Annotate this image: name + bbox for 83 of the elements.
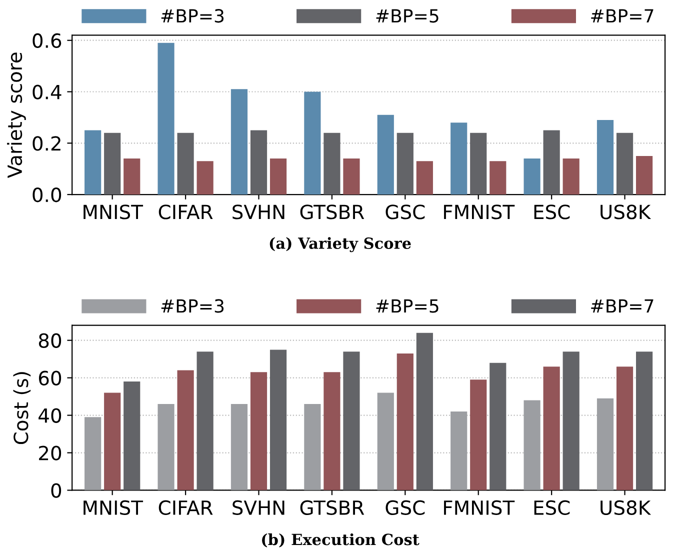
x-tick-label: FMNIST: [444, 500, 515, 516]
bar: [596, 120, 614, 195]
bar: [196, 161, 214, 195]
x-tick-label: GTSBR: [300, 204, 364, 220]
y-tick-label: 0.0: [32, 187, 62, 202]
y-tick-label: 80: [38, 333, 62, 348]
x-tick-label: ESC: [534, 204, 570, 220]
bar: [250, 372, 268, 490]
bar: [230, 404, 248, 490]
bar: [396, 353, 414, 490]
x-tick-label: GTSBR: [300, 500, 364, 516]
x-tick-label: FMNIST: [444, 204, 515, 220]
bar: [177, 370, 194, 490]
bar: [124, 158, 140, 195]
bar: [230, 89, 248, 195]
text: (b) Execution Cost: [262, 533, 420, 548]
y-axis-title: Variety score: [7, 52, 26, 178]
bar: [324, 372, 340, 490]
bar: [416, 332, 433, 490]
legend-label: #BP=5: [376, 299, 438, 313]
bar: [270, 158, 287, 195]
bar: [490, 161, 506, 195]
bar: [304, 404, 321, 490]
bar: [616, 132, 634, 195]
bar: [524, 158, 540, 195]
x-tick-label: MNIST: [84, 500, 144, 516]
bar: [343, 352, 360, 490]
x-tick-label: GSC: [386, 204, 425, 220]
bar: [524, 400, 540, 490]
bar: [377, 392, 394, 490]
y-tick-label: 60: [38, 370, 62, 386]
y-tick-label: 20: [39, 446, 62, 460]
legend-label: #BP=3: [161, 9, 224, 23]
bar: [377, 114, 394, 195]
bar: [543, 366, 560, 490]
x-tick-label: GSC: [386, 500, 425, 516]
x-tick-label: MNIST: [84, 204, 144, 220]
bar: [616, 366, 634, 490]
bar: [158, 42, 174, 195]
bar: [562, 352, 580, 490]
bar: [304, 92, 321, 195]
x-tick-label: CIFAR: [158, 204, 213, 220]
x-tick-label: SVHN: [232, 204, 284, 220]
bar: [124, 382, 140, 490]
x-tick-label: US8K: [600, 500, 652, 516]
bar: [562, 158, 580, 195]
bar: [470, 380, 487, 490]
y-tick-label: 40: [38, 408, 62, 423]
text: (a) Variety Score: [270, 237, 411, 252]
y-tick-label: 0.6: [32, 33, 62, 48]
bar: [343, 158, 360, 195]
bar: [416, 161, 433, 195]
bar: [177, 132, 194, 195]
bar: [250, 130, 268, 195]
legend-label: #BP=7: [591, 299, 654, 313]
legend-label: #BP=3: [161, 299, 224, 313]
bar: [84, 417, 102, 490]
bar: [543, 130, 560, 195]
legend-label: #BP=7: [591, 9, 654, 22]
y-tick-label: 0.4: [32, 84, 62, 100]
y-tick-label: 0: [51, 483, 62, 498]
x-tick-label: CIFAR: [158, 500, 213, 516]
x-tick-label: SVHN: [232, 500, 284, 516]
bar: [104, 392, 121, 490]
y-axis-title: Cost (s): [13, 372, 31, 444]
bar: [158, 404, 174, 490]
bar: [596, 398, 614, 490]
bar: [470, 132, 487, 195]
bar: [450, 412, 468, 490]
bar: [104, 132, 121, 195]
legend-label: #BP=5: [376, 9, 438, 23]
bar: [450, 122, 468, 195]
bar: [490, 362, 506, 490]
bar: [636, 156, 653, 195]
x-tick-label: US8K: [600, 204, 652, 220]
y-tick-label: 0.2: [32, 136, 60, 151]
bar: [84, 130, 102, 195]
bar: [636, 352, 653, 490]
bar: [196, 352, 214, 490]
bar: [270, 350, 287, 490]
bar: [396, 132, 414, 195]
bar: [324, 132, 340, 195]
x-tick-label: ESC: [534, 500, 570, 516]
